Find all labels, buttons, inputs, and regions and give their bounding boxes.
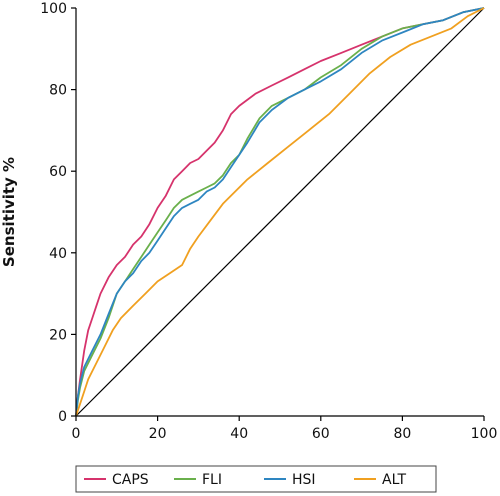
y-tick-label: 60 [49, 164, 67, 180]
series-line-fli [75, 7, 485, 417]
y-tick-label: 80 [49, 83, 67, 99]
legend-label-hsi: HSI [292, 472, 316, 488]
legend-label-alt: ALT [382, 472, 406, 488]
legend: CAPS FLI HSI ALT [75, 465, 437, 493]
legend-label-fli: FLI [202, 472, 222, 488]
x-axis-ticks: 0 20 40 60 80 100 [72, 416, 498, 442]
y-tick-label: 20 [49, 327, 67, 343]
y-axis-title: Sensitivity % [0, 157, 18, 267]
y-tick-label: 100 [40, 1, 67, 17]
series-line-hsi [75, 7, 485, 417]
y-axis-ticks: 0 20 40 60 80 100 [40, 1, 76, 425]
reference-diagonal-line [75, 7, 485, 417]
series-line-caps [75, 7, 485, 417]
legend-label-caps: CAPS [112, 472, 149, 488]
x-tick-label: 60 [312, 426, 330, 442]
x-tick-label: 80 [393, 426, 411, 442]
y-tick-label: 0 [58, 409, 67, 425]
x-tick-label: 40 [230, 426, 248, 442]
x-tick-label: 100 [471, 426, 498, 442]
plot-area [75, 7, 485, 417]
x-tick-label: 0 [72, 426, 81, 442]
series-line-alt [75, 7, 485, 417]
y-tick-label: 40 [49, 246, 67, 262]
x-tick-label: 20 [149, 426, 167, 442]
axes [75, 8, 484, 417]
